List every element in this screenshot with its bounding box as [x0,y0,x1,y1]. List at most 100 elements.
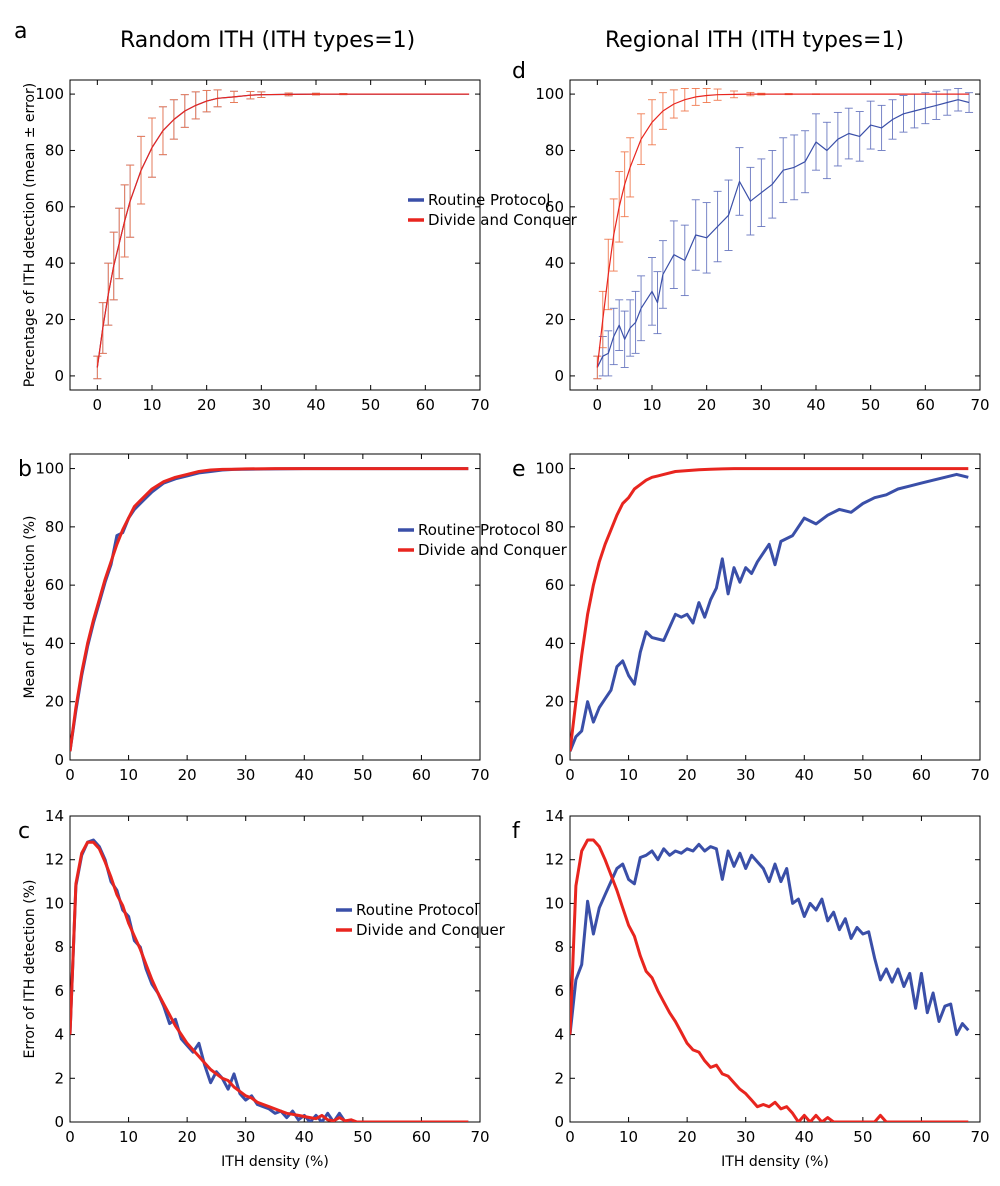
x-tick-label-b: 40 [295,766,314,784]
y-tick-label-f: 2 [554,1069,564,1087]
panel-letter-e: e [512,457,526,482]
panel-letter-a: a [14,19,27,44]
series-line-divide-f [570,838,969,1122]
x-tick-label-f: 30 [736,1128,755,1146]
legend-a: Routine Protocol Divide and Conquer [408,191,578,229]
x-axis-label-c: ITH density (%) [221,1154,329,1170]
x-tick-label-e: 50 [853,766,872,784]
x-tick-label-d: 70 [970,396,989,414]
x-tick-label-d: 0 [593,396,603,414]
y-tick-label-f: 8 [554,938,564,956]
x-tick-label-f: 20 [678,1128,697,1146]
y-tick-label-b: 0 [54,751,64,769]
series-line-routine-a [96,93,470,368]
panel-letter-f: f [512,819,521,844]
x-tick-label-a: 20 [197,396,216,414]
x-tick-label-a: 50 [361,396,380,414]
y-tick-label-a: 60 [45,198,64,216]
y-tick-label-a: 100 [35,85,64,103]
y-tick-label-c: 4 [54,1026,64,1044]
y-tick-label-d: 60 [545,198,564,216]
series-line-divide-d [596,93,970,368]
series-line-divide-e [570,467,969,752]
x-tick-label-f: 0 [565,1128,575,1146]
x-tick-label-e: 70 [970,766,989,784]
series-line-routine-e [570,472,969,752]
legend-label-divide: Divide and Conquer [418,541,568,559]
series-routine-b [70,467,469,752]
x-tick-label-b: 30 [236,766,255,784]
x-tick-label-d: 40 [806,396,825,414]
y-tick-label-b: 80 [45,518,64,536]
y-tick-label-c: 2 [54,1069,64,1087]
y-tick-label-d: 0 [554,367,564,385]
x-tick-label-a: 70 [470,396,489,414]
y-tick-label-e: 60 [545,576,564,594]
plot-frame-c [69,815,481,1123]
chart-panel-c: c 0 10 20 30 40 50 60 70 0 2 4 6 8 10 12 14 Error of ITH … [18,807,506,1170]
series-divide-a [93,89,470,380]
series-routine-d [593,88,974,380]
x-tick-label-a: 0 [93,396,103,414]
x-tick-label-a: 60 [416,396,435,414]
y-axis-label-c: Error of ITH detection (%) [22,880,38,1059]
x-tick-label-b: 20 [178,766,197,784]
series-line-routine-b [70,467,469,752]
series-routine-a [93,89,470,380]
series-line-divide-a [96,93,470,368]
y-tick-label-b: 100 [35,460,64,478]
plot-frame-a [69,79,481,391]
x-tick-label-c: 50 [353,1128,372,1146]
y-tick-label-c: 6 [54,982,64,1000]
y-tick-label-a: 20 [45,311,64,329]
y-tick-label-a: 40 [45,254,64,272]
x-tick-label-d: 30 [752,396,771,414]
series-divide-c [70,840,469,1122]
legend-label-divide: Divide and Conquer [356,921,506,939]
x-tick-label-d: 10 [642,396,661,414]
x-tick-label-c: 60 [412,1128,431,1146]
x-tick-label-c: 10 [119,1128,138,1146]
y-tick-label-d: 20 [545,311,564,329]
series-divide-b [70,467,469,752]
x-tick-label-b: 70 [470,766,489,784]
x-tick-label-f: 10 [619,1128,638,1146]
x-tick-label-e: 40 [795,766,814,784]
plot-frame-b [69,453,481,761]
x-tick-label-b: 0 [65,766,75,784]
x-tick-label-f: 40 [795,1128,814,1146]
panel-letter-b: b [18,457,32,482]
legend-c: Routine Protocol Divide and Conquer [336,901,506,939]
series-routine-c [70,838,469,1122]
chart-panel-e: e 0 10 20 30 40 50 60 70 0 20 40 60 80 100 [512,453,990,784]
x-tick-label-d: 50 [861,396,880,414]
x-tick-label-e: 0 [565,766,575,784]
x-tick-label-e: 30 [736,766,755,784]
x-tick-label-d: 20 [697,396,716,414]
x-tick-label-d: 60 [916,396,935,414]
x-tick-label-b: 60 [412,766,431,784]
series-line-divide-b [70,467,469,752]
y-tick-label-f: 4 [554,1026,564,1044]
legend-label-divide: Divide and Conquer [428,211,578,229]
chart-panel-d: d 0 10 20 30 40 50 60 70 0 20 40 60 80 100 [512,59,990,414]
y-tick-label-e: 100 [535,460,564,478]
series-divide-f [570,838,969,1122]
y-tick-label-a: 80 [45,141,64,159]
x-tick-label-c: 30 [236,1128,255,1146]
x-tick-label-b: 10 [119,766,138,784]
legend-label-routine: Routine Protocol [418,521,540,539]
x-axis-label-f: ITH density (%) [721,1154,829,1170]
plot-frame-e [569,453,981,761]
y-tick-label-c: 8 [54,938,64,956]
y-tick-label-f: 10 [545,894,564,912]
y-tick-label-e: 20 [545,693,564,711]
column-title-random: Random ITH (ITH types=1) [120,28,415,53]
y-tick-label-b: 60 [45,576,64,594]
plot-frame-f [569,815,981,1123]
panel-letter-c: c [18,819,30,844]
x-tick-label-c: 20 [178,1128,197,1146]
